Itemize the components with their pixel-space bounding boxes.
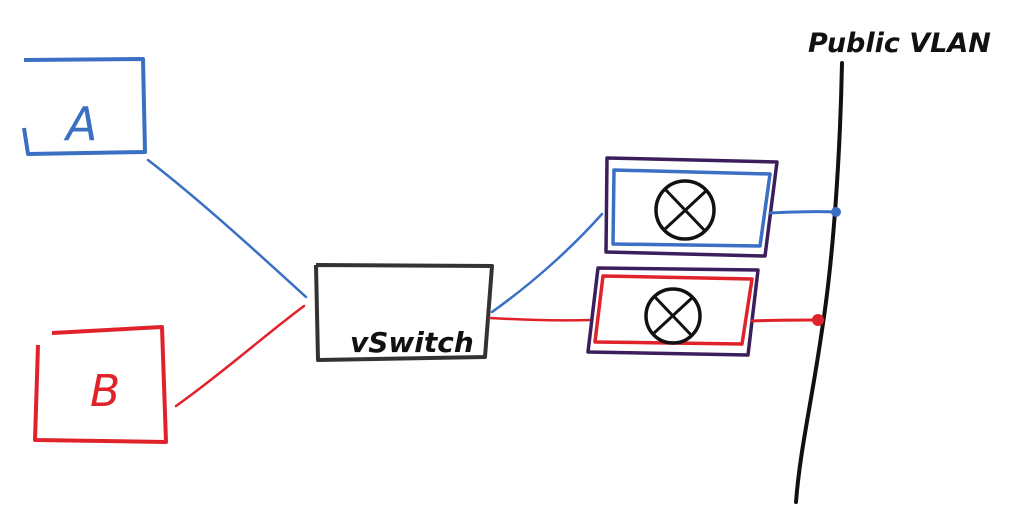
router-x-circle-icon xyxy=(644,287,702,345)
vlan-port-blue xyxy=(831,207,841,217)
node-b-label: B xyxy=(90,366,120,417)
link-vswitch-router-top xyxy=(490,212,604,314)
node-a: A xyxy=(22,57,147,156)
link-vswitch-router-bottom xyxy=(488,316,594,322)
vswitch-label: vSwitch xyxy=(350,326,474,359)
public-vlan-label: Public VLAN xyxy=(808,28,991,59)
link-b-vswitch xyxy=(174,304,306,408)
link-router-bottom-vlan xyxy=(750,318,820,323)
node-a-label: A xyxy=(63,97,97,151)
vswitch: vSwitch xyxy=(314,263,494,362)
router-bottom xyxy=(586,266,760,357)
router-x-circle-icon xyxy=(654,179,716,241)
link-a-vswitch xyxy=(146,158,308,299)
node-b: B xyxy=(33,325,168,444)
link-router-top-vlan xyxy=(768,210,838,215)
router-top xyxy=(604,156,779,258)
vlan-port-red xyxy=(812,314,824,326)
public-vlan-line xyxy=(794,61,844,504)
